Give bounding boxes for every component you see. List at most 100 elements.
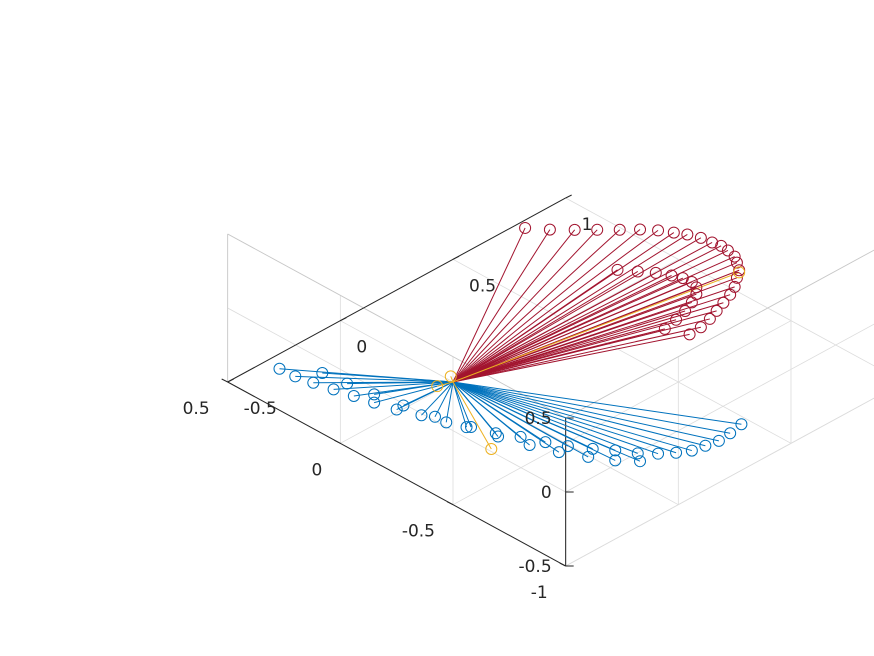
wall-grid-line — [565, 323, 874, 493]
blue-stem — [452, 381, 641, 462]
blue-stem — [322, 372, 454, 383]
red-marker — [611, 263, 624, 276]
blue-marker — [670, 446, 683, 459]
box-edge — [227, 233, 566, 419]
red-marker — [519, 221, 532, 234]
blue-marker — [347, 390, 360, 403]
blue-stem — [452, 381, 499, 437]
red-marker — [721, 244, 734, 257]
red-marker — [543, 223, 556, 236]
blue-marker — [390, 403, 403, 416]
x-tick — [221, 378, 228, 383]
x-tick — [446, 501, 454, 506]
red-marker — [703, 312, 716, 325]
blue-marker — [561, 440, 574, 453]
y-tick — [565, 194, 572, 199]
red-marker — [634, 223, 647, 236]
blue-marker — [415, 409, 428, 422]
axes — [221, 194, 574, 567]
red-marker — [568, 223, 581, 236]
y-tick-label: 1 — [582, 215, 593, 235]
red-marker — [730, 256, 743, 269]
blue-marker — [368, 388, 381, 401]
blue-marker — [582, 450, 595, 463]
red-marker — [631, 265, 644, 278]
red-marker — [715, 239, 728, 252]
x-tick-label: -1 — [531, 583, 548, 603]
blue-stem — [445, 381, 454, 423]
red-stem — [452, 310, 686, 383]
red-marker — [652, 224, 665, 237]
red-stem — [452, 245, 722, 383]
blue-stem — [295, 375, 454, 383]
y-axis-line — [227, 197, 566, 383]
blue-marker — [492, 430, 505, 443]
blue-marker — [523, 438, 536, 451]
y-tick-label: -0.5 — [244, 399, 277, 419]
red-stem — [452, 271, 639, 383]
red-stem — [452, 326, 701, 383]
blue-stem — [452, 381, 560, 453]
orange-marker — [444, 370, 457, 383]
red-stem — [452, 229, 621, 383]
red-marker — [683, 328, 696, 341]
orange-stem — [452, 381, 492, 450]
blue-marker — [712, 434, 725, 447]
red-marker — [591, 223, 604, 236]
x-tick-label: 0 — [312, 460, 323, 480]
red-stem — [452, 272, 657, 383]
orange-marker — [485, 442, 498, 455]
wall-grid-line — [565, 397, 874, 567]
blue-marker — [489, 427, 502, 440]
blue-stem — [452, 381, 659, 455]
blue-stem — [403, 381, 454, 406]
blue-stem — [374, 381, 454, 395]
red-stem — [452, 229, 641, 383]
blue-marker — [514, 430, 527, 443]
blue-marker — [327, 383, 340, 396]
floor-grid-line — [452, 320, 792, 506]
red-stem — [452, 319, 677, 383]
red-stem — [452, 229, 551, 383]
red-marker — [694, 321, 707, 334]
red-marker — [694, 231, 707, 244]
floor-grid-line — [452, 258, 792, 444]
red-stem — [452, 281, 693, 383]
blue-stem — [452, 381, 530, 446]
red-marker — [710, 304, 723, 317]
x-tick — [559, 562, 566, 567]
orange-stem — [437, 381, 454, 387]
red-marker — [690, 288, 703, 301]
red-stem — [452, 333, 690, 383]
red-marker — [670, 313, 683, 326]
z-tick-label: -0.5 — [518, 557, 551, 577]
z-tick-label: 0 — [541, 483, 552, 503]
red-marker — [613, 223, 626, 236]
wall-grid-line — [227, 307, 566, 493]
wall-grid-line — [565, 249, 874, 419]
blue-marker — [609, 444, 622, 457]
red-stem — [452, 229, 598, 383]
red-marker — [706, 236, 719, 249]
red-stem — [452, 269, 618, 383]
blue-stem — [452, 381, 706, 447]
red-stem — [452, 234, 688, 383]
red-marker — [730, 271, 743, 284]
red-stem — [452, 301, 693, 383]
grid-layer — [227, 197, 874, 567]
blue-marker — [460, 421, 473, 434]
red-stem — [452, 237, 702, 383]
blue-stem — [421, 381, 454, 416]
y-tick — [452, 255, 460, 260]
red-stem — [452, 275, 672, 383]
blue-stem — [452, 381, 719, 442]
blue-stem — [452, 381, 692, 452]
red-marker — [728, 280, 741, 293]
blue-marker — [368, 396, 381, 409]
blue-marker — [428, 410, 441, 423]
red-marker — [717, 296, 730, 309]
blue-stem — [452, 381, 677, 454]
red-marker — [679, 304, 692, 317]
blue-stem — [452, 381, 742, 425]
